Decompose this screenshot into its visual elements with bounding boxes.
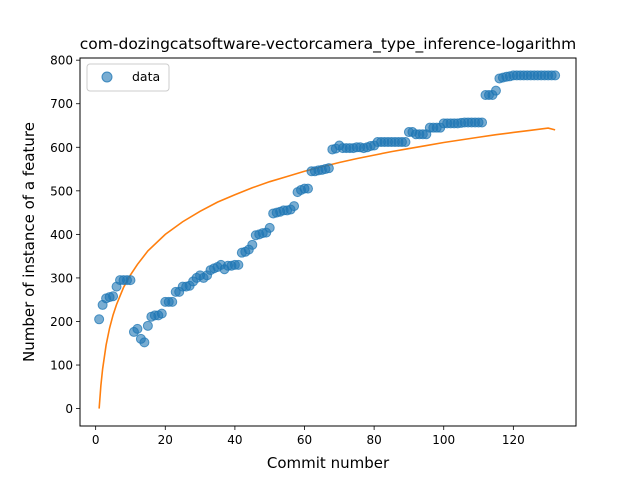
- data-point: [109, 292, 118, 301]
- y-tick-label: 500: [50, 184, 73, 198]
- y-tick-label: 800: [50, 54, 73, 68]
- x-tick-label: 40: [227, 433, 242, 447]
- y-tick-label: 700: [50, 97, 73, 111]
- x-tick-label: 100: [432, 433, 455, 447]
- x-tick-label: 120: [502, 433, 525, 447]
- data-point: [303, 184, 312, 193]
- x-tick-label: 20: [158, 433, 173, 447]
- data-point: [491, 86, 500, 95]
- data-point: [133, 324, 142, 333]
- legend: data: [87, 64, 169, 91]
- data-point: [478, 118, 487, 127]
- x-axis-label: Commit number: [267, 454, 390, 472]
- y-axis-label: Number of instance of a feature: [20, 122, 38, 362]
- data-point: [95, 315, 104, 324]
- y-tick-label: 300: [50, 271, 73, 285]
- data-point: [234, 260, 243, 269]
- data-point: [290, 202, 299, 211]
- data-point: [126, 276, 135, 285]
- data-point: [551, 71, 560, 80]
- plot-background: [80, 58, 576, 426]
- chart-title: com-dozingcatsoftware-vectorcamera_type_…: [80, 35, 576, 54]
- x-tick-label: 80: [366, 433, 381, 447]
- y-tick-label: 0: [65, 402, 73, 416]
- y-tick-label: 400: [50, 228, 73, 242]
- x-tick-label: 60: [297, 433, 312, 447]
- data-point: [324, 164, 333, 173]
- legend-marker-data: [102, 72, 112, 82]
- legend-label-data: data: [132, 69, 160, 84]
- data-point: [140, 338, 149, 347]
- data-point: [248, 240, 257, 249]
- y-tick-label: 200: [50, 315, 73, 329]
- data-point: [401, 138, 410, 147]
- y-tick-label: 600: [50, 141, 73, 155]
- data-point: [168, 297, 177, 306]
- data-point: [265, 223, 274, 232]
- y-tick-label: 100: [50, 359, 73, 373]
- x-tick-label: 0: [92, 433, 100, 447]
- plot-area: [80, 58, 576, 426]
- data-point: [157, 309, 166, 318]
- data-point: [143, 321, 152, 330]
